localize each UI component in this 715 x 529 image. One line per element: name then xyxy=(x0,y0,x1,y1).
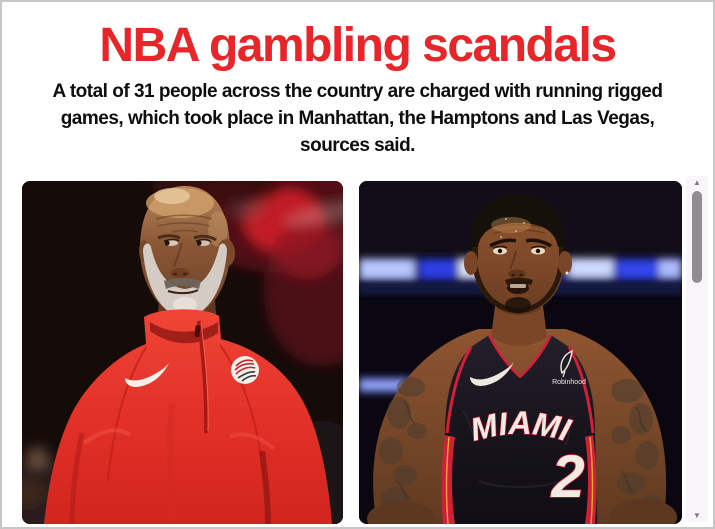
scrollbar-track[interactable] xyxy=(686,189,708,509)
player-photo: Robinhood MIAMI 2 xyxy=(359,181,682,524)
sponsor-label: Robinhood xyxy=(552,379,586,386)
subheadline-line: games, which took place in Manhattan, th… xyxy=(60,108,655,129)
robinhood-logo-icon xyxy=(560,349,573,378)
coach-photo xyxy=(22,181,343,524)
coach-photo-graphic xyxy=(22,181,343,524)
scroll-down-button[interactable]: ▼ xyxy=(693,511,701,520)
subheadline-line: A total of 31 people across the country … xyxy=(52,81,663,102)
nike-swoosh-icon xyxy=(125,363,169,387)
subheadline: A total of 31 people across the country … xyxy=(2,78,713,159)
headline: NBA gambling scandals xyxy=(99,19,617,72)
scroll-up-button[interactable]: ▲ xyxy=(693,178,701,187)
player-photo-graphic: Robinhood MIAMI 2 xyxy=(359,181,682,524)
scrollbar-thumb[interactable] xyxy=(692,191,702,283)
jersey-number: 2 xyxy=(550,443,584,510)
trail-blazers-logo-icon xyxy=(231,356,259,384)
subheadline-line: sources said. xyxy=(300,135,415,156)
nike-swoosh-icon xyxy=(470,362,514,386)
gallery-scrollbar[interactable]: ▲ ▼ xyxy=(686,176,708,522)
